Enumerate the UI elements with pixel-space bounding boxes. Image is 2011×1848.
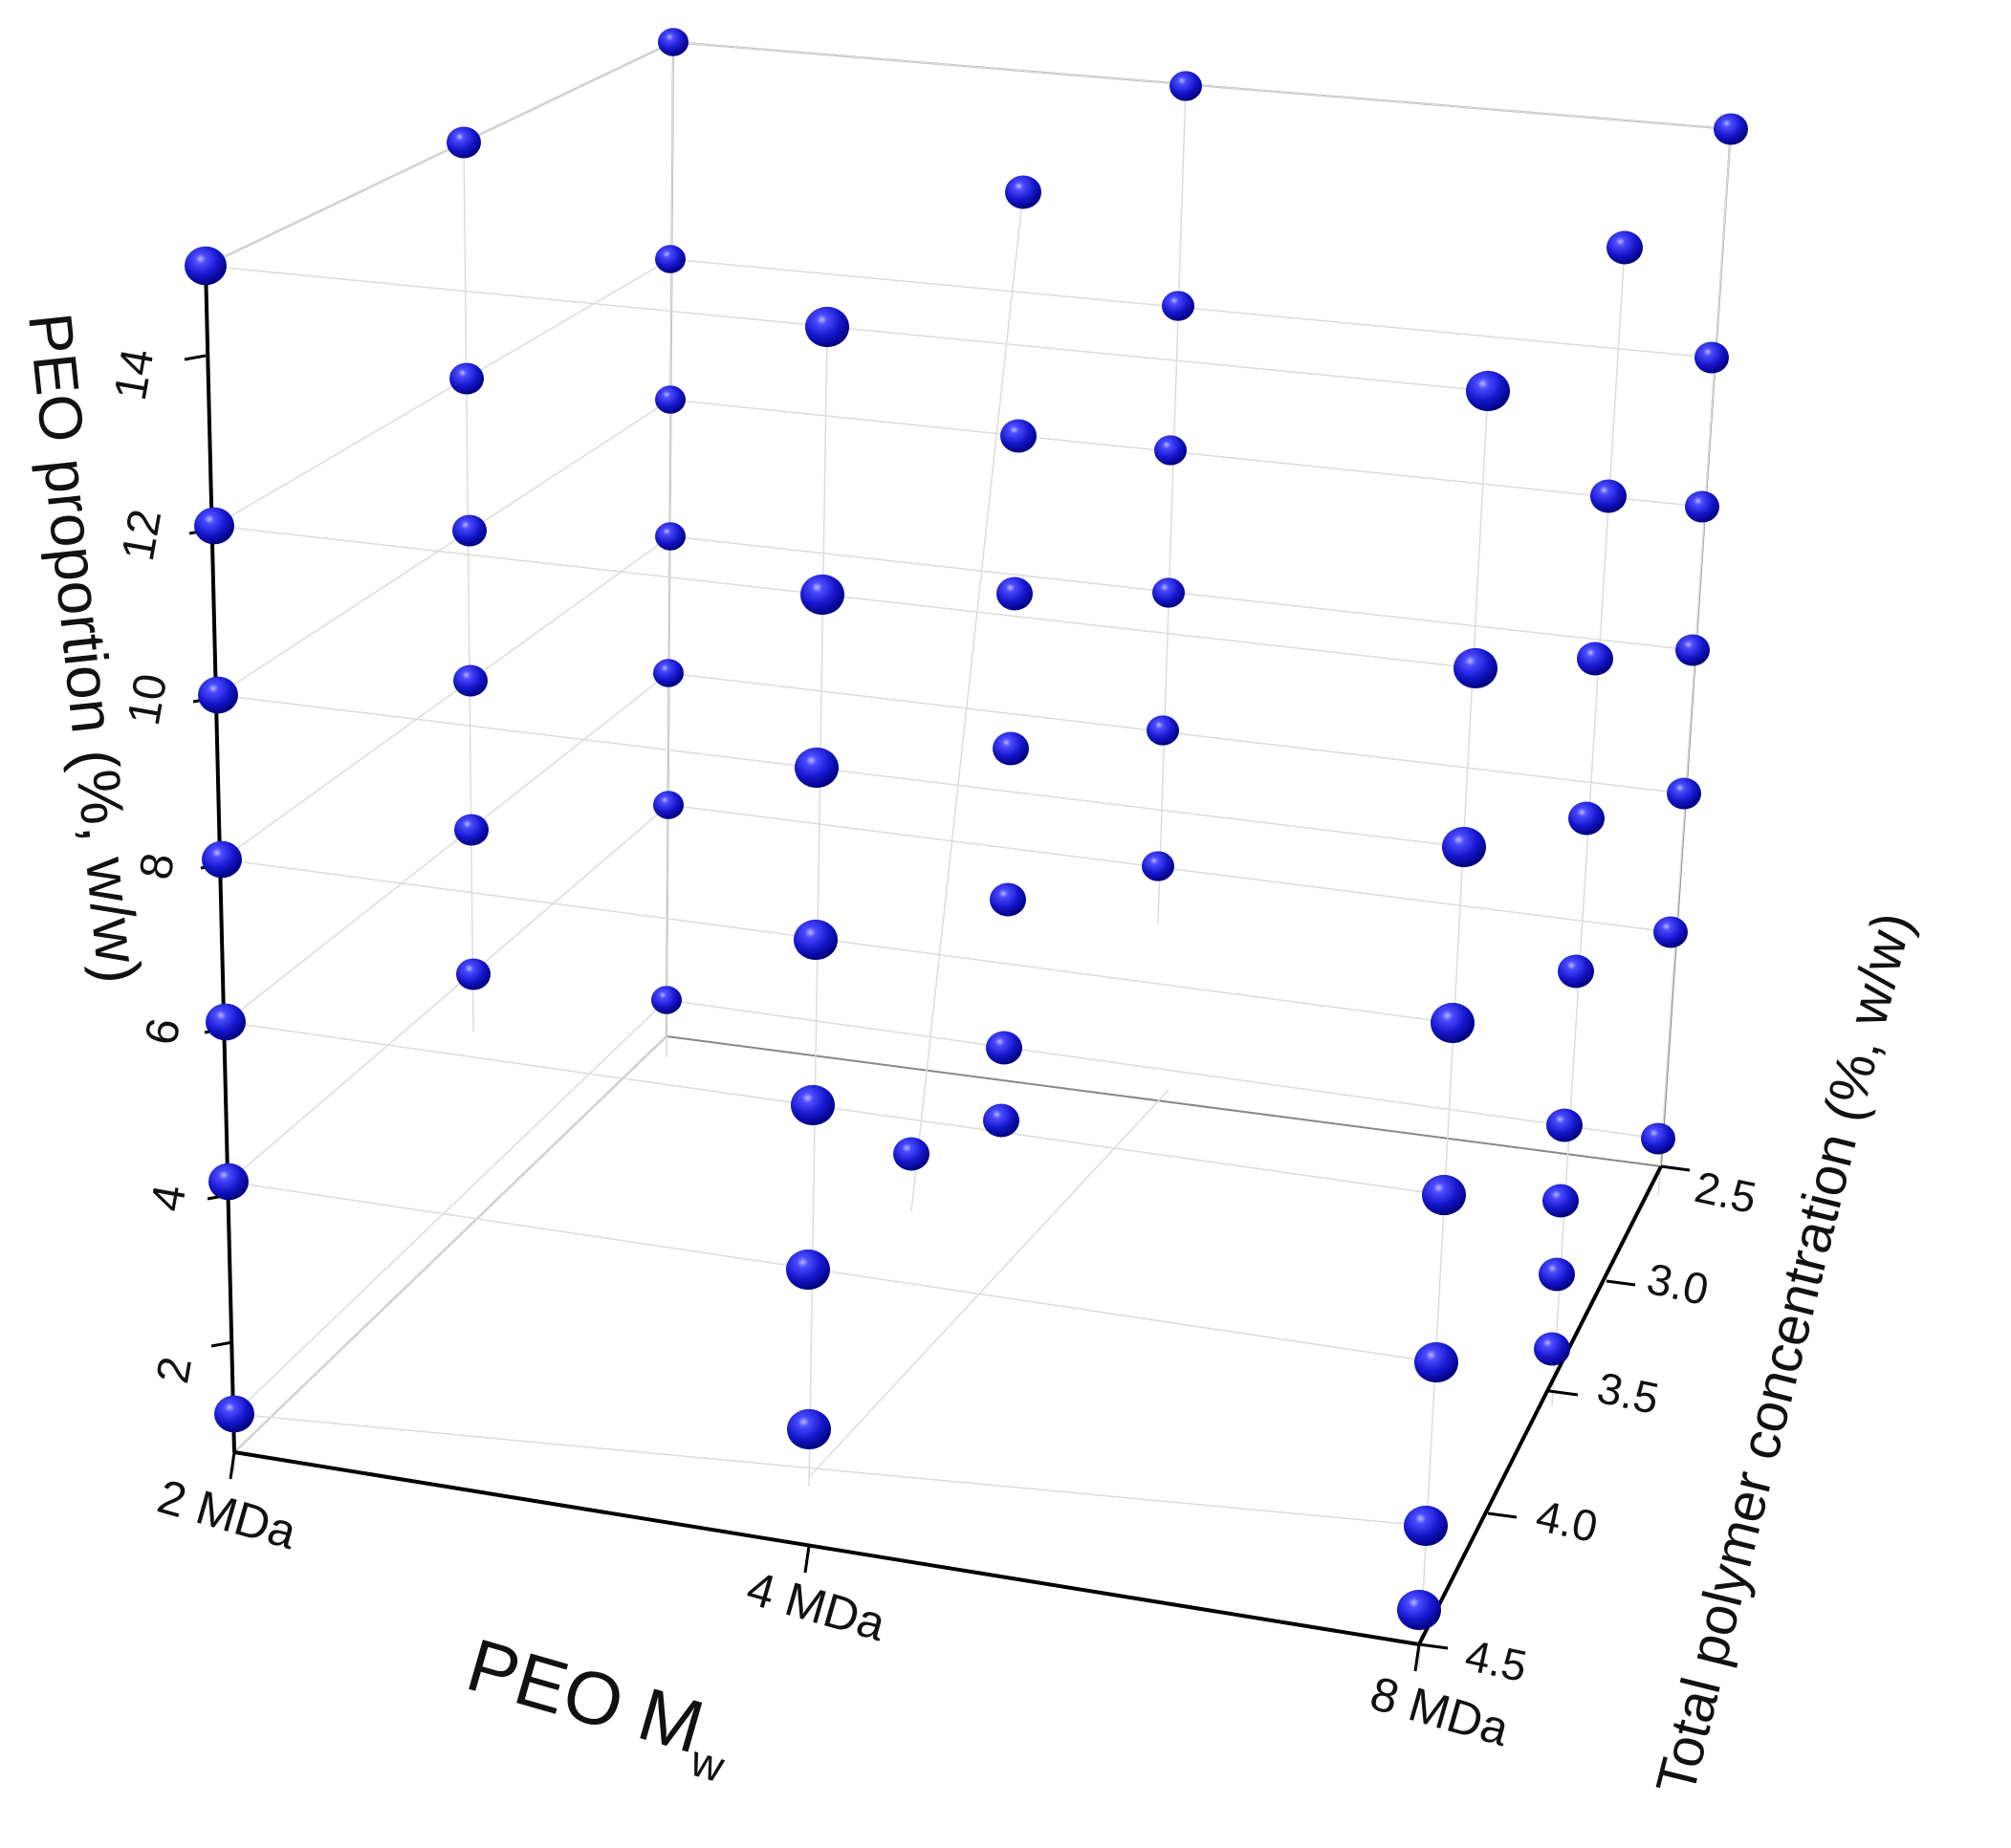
data-point (202, 840, 242, 879)
data-point (651, 986, 682, 1014)
z-tick-2: 2 (147, 1353, 202, 1387)
data-point (655, 245, 686, 273)
data-point (447, 126, 481, 159)
data-point (1607, 230, 1643, 265)
svg-text:PEO Mw: PEO Mw (454, 1622, 744, 1793)
data-point (893, 1137, 929, 1171)
x-axis-line (233, 1450, 1420, 1646)
data-point (1667, 777, 1701, 810)
z-tick-4: 4 (142, 1181, 196, 1215)
y-axis-line (1417, 1165, 1663, 1645)
data-point (456, 958, 491, 990)
data-point (452, 514, 487, 547)
data-point (1577, 641, 1613, 676)
data-points (185, 28, 1748, 1631)
y-tick-4-0: 4.0 (1532, 1490, 1602, 1552)
data-point (1590, 479, 1627, 513)
z-tick-12: 12 (113, 506, 171, 565)
data-point (198, 676, 238, 714)
x-axis-title-main: PEO M (458, 1622, 712, 1770)
data-point (787, 1408, 831, 1450)
data-point (1154, 435, 1187, 466)
data-point (1397, 1589, 1441, 1631)
data-point (993, 731, 1029, 766)
data-point (1152, 577, 1185, 608)
data-point (1653, 916, 1688, 948)
data-point (1675, 634, 1710, 666)
data-point (1147, 715, 1179, 746)
axis-lines (204, 265, 1663, 1646)
data-point (1685, 490, 1719, 523)
data-point (805, 306, 849, 348)
data-point (1466, 370, 1510, 412)
data-point (1539, 1257, 1575, 1292)
grid-lines (205, 41, 1732, 1668)
data-point (194, 507, 234, 545)
data-point (185, 246, 227, 286)
data-point (658, 28, 689, 56)
z-tick-6: 6 (136, 1014, 190, 1049)
data-point (795, 747, 839, 789)
data-point (1431, 1002, 1475, 1044)
data-point (1568, 801, 1605, 836)
x-axis-title: PEO Mw (454, 1622, 744, 1793)
box-frame (205, 41, 1732, 1453)
data-point (1558, 954, 1594, 989)
y-axis-title: Total polymer concentration (%, w/w) (1645, 906, 1924, 1800)
data-point (653, 791, 684, 819)
data-point (800, 574, 844, 616)
data-point (1534, 1332, 1570, 1366)
data-point (1000, 419, 1037, 453)
data-point (1162, 291, 1194, 321)
data-point (983, 1103, 1019, 1138)
x-tick-2mda: 2 MDa (152, 1469, 302, 1559)
data-point (1694, 341, 1729, 374)
data-point (996, 576, 1033, 611)
data-point (1005, 175, 1041, 209)
data-point (453, 664, 488, 697)
data-point (206, 1003, 246, 1041)
y-tick-2-5: 2.5 (1691, 1162, 1760, 1223)
data-point (1714, 113, 1748, 145)
data-point (1542, 1184, 1579, 1218)
data-point (454, 814, 489, 846)
x-tick-4mda: 4 MDa (741, 1561, 891, 1651)
data-point (1142, 851, 1174, 881)
data-point (990, 882, 1026, 917)
data-point (449, 362, 484, 395)
data-point (1546, 1108, 1583, 1142)
data-point (655, 522, 686, 551)
data-point (1169, 71, 1202, 101)
data-point (1414, 1341, 1458, 1383)
z-axis-title: PEO proportion (%, w/w) (15, 310, 154, 987)
data-point (794, 919, 838, 961)
data-point (208, 1163, 249, 1201)
data-point (1422, 1174, 1466, 1216)
x-tick-labels: 2 MDa 4 MDa 8 MDa (152, 1469, 1515, 1756)
data-point (786, 1249, 830, 1291)
data-point (791, 1084, 835, 1126)
data-point (653, 659, 684, 687)
data-point (986, 1031, 1022, 1065)
z-tick-14: 14 (105, 345, 164, 404)
data-point (1454, 647, 1497, 689)
y-tick-3-5: 3.5 (1593, 1362, 1663, 1424)
y-tick-3-0: 3.0 (1643, 1253, 1713, 1315)
z-tick-10: 10 (119, 670, 177, 729)
data-point (214, 1395, 254, 1433)
data-point (655, 385, 686, 414)
data-point (1641, 1122, 1675, 1155)
data-point (1442, 826, 1486, 868)
data-point (1404, 1505, 1448, 1547)
y-tick-4-5: 4.5 (1461, 1630, 1531, 1691)
